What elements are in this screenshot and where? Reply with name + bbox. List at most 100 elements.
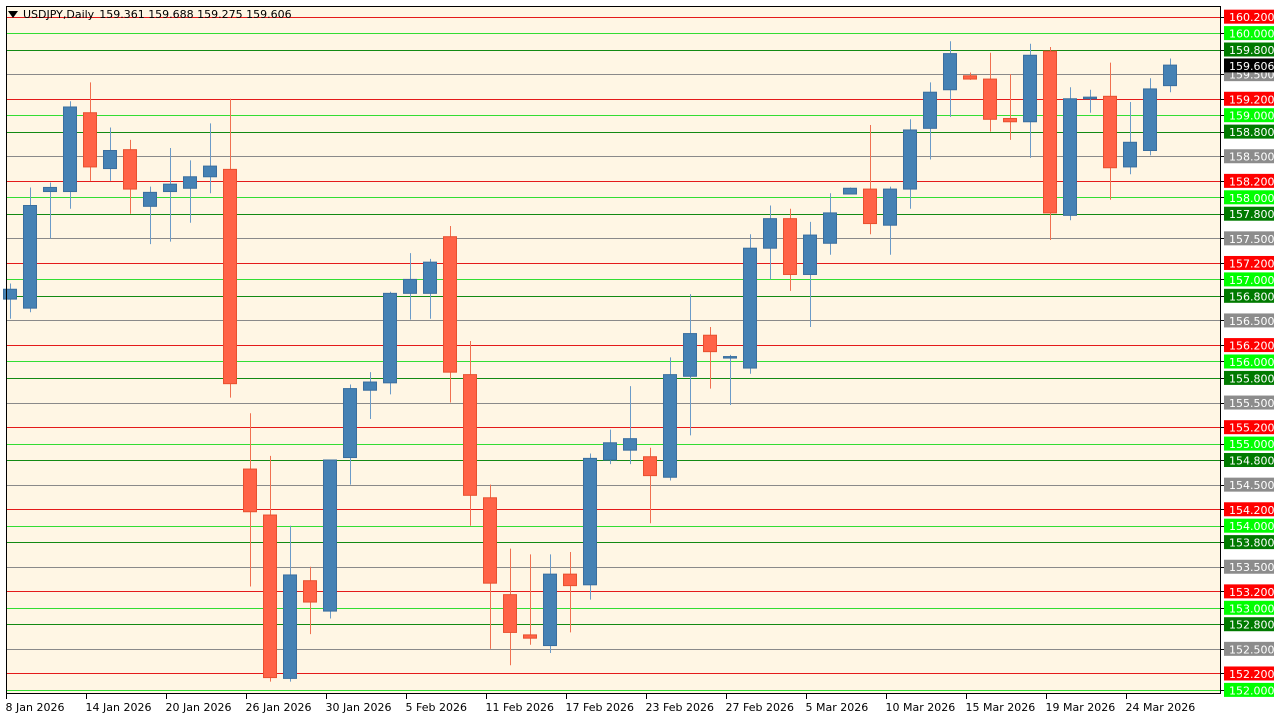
price-label: 160.200 — [1229, 11, 1275, 24]
candle-body — [683, 333, 697, 377]
price-label-bg — [1224, 231, 1274, 246]
price-label: 153.000 — [1229, 602, 1275, 615]
candle-body — [243, 468, 257, 513]
candle-body — [323, 459, 337, 612]
candle-body — [583, 457, 597, 586]
candle-body — [923, 91, 937, 129]
price-label: 154.200 — [1229, 504, 1275, 517]
candle-body — [283, 574, 297, 679]
price-label-bg — [1224, 600, 1274, 615]
price-label: 157.000 — [1229, 274, 1275, 287]
candle-body — [603, 442, 617, 461]
price-label: 152.200 — [1229, 668, 1275, 681]
candle-body — [1003, 117, 1017, 123]
price-label: 156.800 — [1229, 290, 1275, 303]
candle-body — [743, 247, 757, 369]
price-label: 157.500 — [1229, 233, 1275, 246]
candle-body — [3, 288, 17, 300]
candle-body — [463, 374, 477, 496]
candle-body — [1123, 141, 1137, 168]
price-label: 154.800 — [1229, 455, 1275, 468]
candle-body — [143, 191, 157, 207]
time-label: 30 Jan 2026 — [326, 701, 392, 714]
price-label: 156.200 — [1229, 340, 1275, 353]
ohlc-readout: 159.361 159.688 159.275 159.606 — [99, 7, 292, 21]
time-label: 27 Feb 2026 — [726, 701, 794, 714]
candle-body — [1163, 64, 1177, 87]
price-label-bg — [1224, 641, 1274, 656]
candle-body — [443, 236, 457, 373]
time-label: 10 Mar 2026 — [886, 701, 956, 714]
candle-body — [883, 188, 897, 226]
price-label-bg — [1224, 9, 1274, 24]
price-label-bg — [1224, 272, 1274, 287]
candle-body — [1063, 98, 1077, 216]
price-label-bg — [1224, 436, 1274, 451]
candle-body — [1043, 50, 1057, 214]
chart-header: USDJPY,Daily 159.361 159.688 159.275 159… — [8, 6, 292, 22]
candle-body — [863, 188, 877, 225]
time-label: 23 Feb 2026 — [646, 701, 714, 714]
candle-body — [63, 106, 77, 193]
price-label-bg — [1224, 535, 1274, 550]
price-label-bg — [1224, 124, 1274, 139]
price-label: 157.800 — [1229, 208, 1275, 221]
candle-body — [963, 75, 977, 80]
candle-body — [543, 573, 557, 647]
candle-body — [83, 112, 97, 168]
price-label-bg — [1224, 370, 1274, 385]
candle-body — [983, 78, 997, 120]
candle-body — [43, 186, 57, 193]
candle-body — [403, 278, 417, 294]
price-label: 155.200 — [1229, 422, 1275, 435]
candle-body — [383, 292, 397, 384]
candle-body — [1103, 95, 1117, 169]
price-label: 152.500 — [1229, 643, 1275, 656]
price-label-bg — [1224, 477, 1274, 492]
candle-body — [1143, 88, 1157, 151]
candle-body — [23, 205, 37, 309]
price-label-bg — [1224, 617, 1274, 632]
price-label: 157.200 — [1229, 257, 1275, 270]
price-label: 160.000 — [1229, 28, 1275, 41]
dropdown-triangle-icon[interactable] — [8, 10, 18, 18]
candle-body — [203, 165, 217, 178]
price-label: 155.500 — [1229, 397, 1275, 410]
price-label: 158.500 — [1229, 151, 1275, 164]
candle-body — [723, 356, 737, 359]
price-label-bg — [1224, 354, 1274, 369]
price-label: 153.500 — [1229, 561, 1275, 574]
price-label-bg — [1224, 420, 1274, 435]
price-label: 158.000 — [1229, 192, 1275, 205]
candle-body — [343, 388, 357, 459]
price-label: 155.000 — [1229, 438, 1275, 451]
current-price-label: 159.606 — [1229, 60, 1275, 73]
price-label-bg — [1224, 518, 1274, 533]
candle-body — [483, 497, 497, 584]
candle-body — [623, 438, 637, 451]
price-label-bg — [1224, 149, 1274, 164]
price-label: 155.800 — [1229, 372, 1275, 385]
candle-body — [803, 234, 817, 275]
current-price-bg — [1224, 58, 1274, 73]
candle-body — [263, 514, 277, 679]
price-label-bg — [1224, 173, 1274, 188]
price-label: 159.000 — [1229, 110, 1275, 123]
price-label: 153.200 — [1229, 586, 1275, 599]
candle-body — [783, 218, 797, 275]
candle-body — [123, 149, 137, 190]
time-label: 24 Mar 2026 — [1126, 701, 1196, 714]
price-label-bg — [1224, 559, 1274, 574]
time-label: 17 Feb 2026 — [566, 701, 634, 714]
price-label: 159.200 — [1229, 93, 1275, 106]
time-axis — [0, 694, 1221, 724]
price-label: 152.000 — [1229, 684, 1275, 697]
plot-area — [6, 6, 1221, 694]
candle-body — [223, 168, 237, 385]
time-label: 26 Jan 2026 — [246, 701, 312, 714]
price-label: 158.200 — [1229, 175, 1275, 188]
price-label: 156.500 — [1229, 315, 1275, 328]
time-label: 15 Mar 2026 — [966, 701, 1036, 714]
